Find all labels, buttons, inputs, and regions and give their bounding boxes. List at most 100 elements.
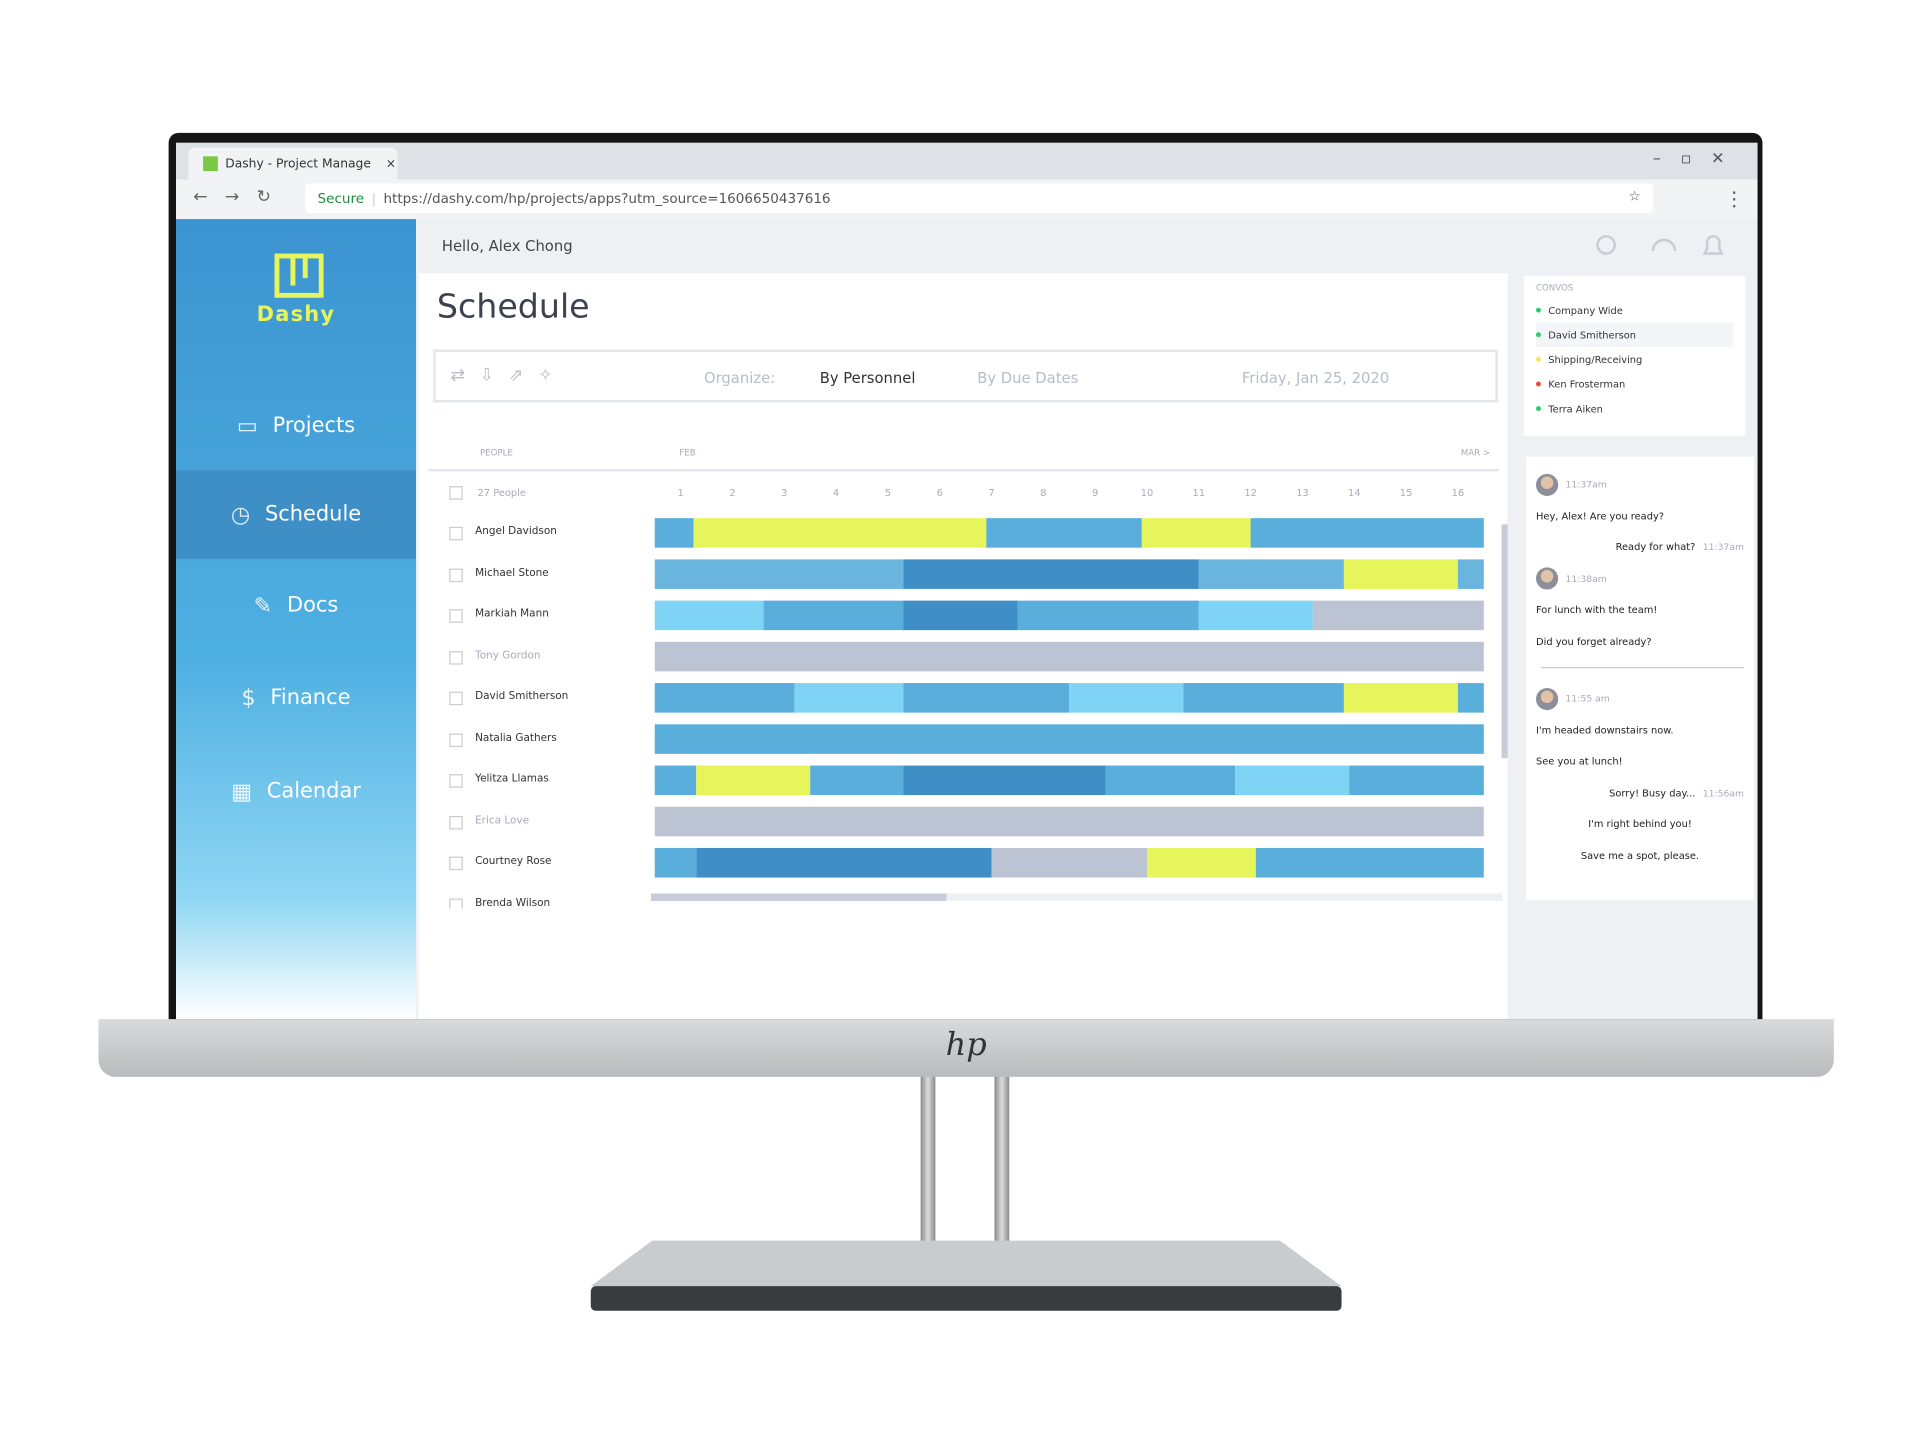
schedule-segment[interactable]: [1141, 518, 1251, 548]
nav-icon: ▭: [236, 412, 258, 439]
window-controls[interactable]: –▫✕: [1652, 150, 1745, 169]
schedule-segment[interactable]: [654, 806, 1484, 837]
schedule-segment[interactable]: [654, 559, 904, 589]
checkbox[interactable]: [449, 650, 463, 664]
convo-item[interactable]: Company Wide: [1535, 298, 1733, 323]
message: Sorry! Busy day...: [1609, 787, 1696, 799]
schedule-segment[interactable]: [693, 518, 987, 548]
schedule-segment[interactable]: [903, 765, 1106, 796]
schedule-segment[interactable]: [1198, 600, 1313, 631]
checkbox[interactable]: [449, 526, 463, 541]
nav-buttons[interactable]: ←→↻: [193, 187, 289, 207]
header-rule: [428, 468, 1500, 472]
checkbox[interactable]: [449, 732, 463, 747]
checkbox[interactable]: [449, 486, 463, 500]
tab-bar: Dashy - Project Manage × –▫✕: [175, 142, 1758, 180]
nav-item[interactable]: ▦ Calendar: [176, 747, 416, 836]
bookmark[interactable]: ☆: [1628, 188, 1641, 205]
convo-item[interactable]: David Smitherson: [1535, 322, 1733, 348]
schedule-segment[interactable]: [1235, 765, 1350, 796]
schedule-segment[interactable]: [810, 765, 904, 796]
nav-label: Finance: [270, 685, 351, 711]
person-name: Erica Love: [475, 814, 530, 827]
schedule-segment[interactable]: [794, 683, 904, 713]
convo-item[interactable]: Ken Frosterman: [1535, 372, 1733, 397]
schedule-segment[interactable]: [654, 600, 764, 631]
schedule-segment[interactable]: [991, 847, 1148, 878]
toolbar-icons[interactable]: ⇄⇩⇗✧: [450, 365, 568, 386]
schedule-segment[interactable]: [1183, 683, 1344, 713]
schedule-segment[interactable]: [1349, 765, 1484, 796]
schedule-segment[interactable]: [654, 847, 697, 878]
schedule-segment[interactable]: [654, 765, 697, 796]
checkbox[interactable]: [449, 691, 463, 706]
message: Save me a spot, please.: [1580, 850, 1700, 862]
checkbox[interactable]: [449, 815, 463, 829]
day-label: 9: [1092, 487, 1099, 499]
by-due-dates[interactable]: By Due Dates: [977, 369, 1079, 387]
scrollbar[interactable]: [651, 893, 1503, 901]
by-personnel[interactable]: By Personnel: [819, 369, 916, 387]
sidebar: Dashy ▭ Projects ◷ Schedule ✎ Docs $ Finance ▦ Ca…: [175, 219, 416, 1020]
v-scrollbar[interactable]: [1501, 524, 1508, 759]
schedule-segment[interactable]: [1312, 600, 1484, 631]
timestamp: 11:56am: [1702, 787, 1744, 799]
checkbox[interactable]: [449, 897, 463, 909]
schedule-segment[interactable]: [696, 847, 992, 878]
checkbox[interactable]: [449, 609, 463, 623]
day-label: 7: [988, 487, 995, 499]
checkbox[interactable]: [449, 856, 463, 871]
schedule-segment[interactable]: [654, 683, 795, 713]
schedule-segment[interactable]: [1457, 559, 1484, 589]
schedule-segment[interactable]: [1069, 683, 1184, 713]
schedule-segment[interactable]: [1017, 600, 1199, 631]
schedule-segment[interactable]: [654, 641, 1484, 672]
schedule-segment[interactable]: [1147, 847, 1256, 878]
nav-item[interactable]: ▭ Projects: [176, 382, 416, 471]
person-name: Tony Gordon: [475, 649, 541, 662]
schedule-segment[interactable]: [1198, 559, 1344, 589]
schedule-segment[interactable]: [1457, 683, 1484, 713]
message: I'm headed downstairs now.: [1535, 724, 1674, 736]
schedule-segment[interactable]: [763, 600, 904, 631]
checkbox[interactable]: [449, 774, 463, 788]
timestamp: 11:55 am: [1565, 693, 1610, 705]
address-bar: ←→↻ Secure | https://dashy.com/hp/projects…: [175, 179, 1758, 221]
chin: hp: [98, 1019, 1834, 1077]
chat-row: Ready for what? 11:37am: [1536, 532, 1744, 563]
nav-item[interactable]: $ Finance: [176, 654, 416, 743]
month-end[interactable]: MAR >: [1460, 447, 1491, 458]
screen: Dashy - Project Manage × –▫✕ ←→↻ Secure | h…: [175, 142, 1758, 1020]
schedule-segment[interactable]: [654, 724, 1484, 754]
nav-item[interactable]: ✎ Docs: [176, 561, 416, 650]
schedule-segment[interactable]: [1255, 847, 1484, 878]
schedule-segment[interactable]: [696, 765, 811, 796]
schedule-segment[interactable]: [903, 683, 1070, 713]
schedule-segment[interactable]: [654, 518, 694, 548]
nav-item[interactable]: ◷ Schedule: [175, 470, 416, 559]
schedule-segment[interactable]: [1343, 683, 1458, 713]
day-label: 8: [1040, 487, 1047, 499]
message: Hey, Alex! Are you ready?: [1535, 510, 1665, 522]
omnibox[interactable]: Secure | https://dashy.com/hp/projects/app…: [305, 183, 1653, 213]
nav-label: Schedule: [264, 502, 362, 527]
tab[interactable]: Dashy - Project Manage ×: [188, 147, 398, 180]
day-label: 15: [1399, 487, 1413, 499]
schedule-segment[interactable]: [986, 518, 1142, 548]
header-icons[interactable]: [1591, 231, 1726, 263]
schedule-segment[interactable]: [1343, 559, 1458, 589]
timestamp: 11:37am: [1565, 479, 1607, 491]
schedule-segment[interactable]: [1105, 765, 1236, 796]
schedule-segment[interactable]: [1250, 518, 1484, 548]
convo-item[interactable]: Shipping/Receiving: [1535, 347, 1733, 372]
chat-row: I'm right behind you!: [1536, 809, 1744, 840]
menu[interactable]: ⋮: [1724, 187, 1744, 211]
schedule-segment[interactable]: [903, 559, 1199, 589]
stand-post: [994, 1070, 1010, 1256]
checkbox[interactable]: [449, 567, 463, 582]
schedule-segment[interactable]: [903, 600, 1018, 631]
chat-row: Did you forget already?: [1536, 626, 1744, 657]
convo-item[interactable]: Terra Aiken: [1535, 396, 1733, 421]
convos-panel: CONVOS Company Wide David Smitherson Shipp…: [1523, 275, 1746, 436]
